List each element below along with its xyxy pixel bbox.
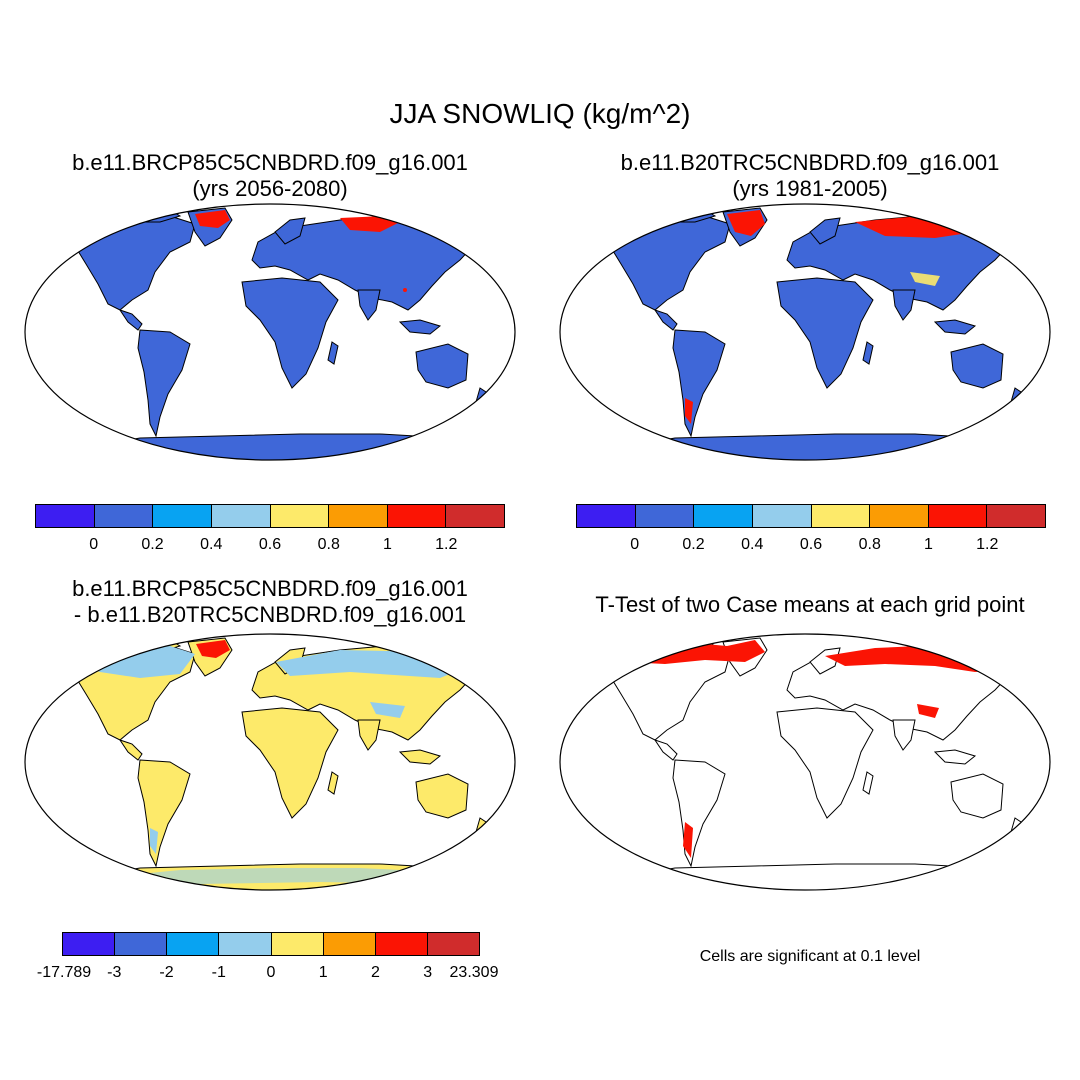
colorbar-tick: -2 — [159, 964, 174, 981]
colorbar-tick: 1 — [383, 536, 392, 553]
colorbar-tick: 0 — [630, 536, 640, 553]
significance-note: Cells are significant at 0.1 level — [699, 948, 921, 965]
colorbar-tick: 0.2 — [141, 536, 164, 553]
top-left-title: b.e11.BRCP85C5CNBDRD.f09_g16.001 (yrs 20… — [20, 150, 520, 202]
colorbar-tick: -17.789 — [36, 964, 92, 981]
colorbar-swatch — [987, 505, 1045, 527]
colorbar-tick: 0.4 — [741, 536, 764, 553]
colorbar-swatch — [928, 505, 988, 527]
map-top-left — [24, 203, 516, 461]
colorbar-swatch — [375, 933, 428, 955]
colorbar-swatch — [811, 505, 871, 527]
map-bottom-left — [24, 633, 516, 891]
bottom-left-title-line2: - b.e11.B20TRC5CNBDRD.f09_g16.001 — [73, 602, 467, 627]
colorbar-tick: 1.2 — [435, 536, 458, 553]
colorbar-tick: 0.4 — [200, 536, 223, 553]
top-right-title-line1: b.e11.B20TRC5CNBDRD.f09_g16.001 — [620, 150, 1000, 175]
colorbar-tick: 1 — [924, 536, 933, 553]
colorbar-tick: -1 — [211, 964, 226, 981]
top-left-title-line1: b.e11.BRCP85C5CNBDRD.f09_g16.001 — [72, 150, 468, 175]
colorbar-swatch — [270, 505, 330, 527]
bottom-right-title-line1: T-Test of two Case means at each grid po… — [595, 592, 1025, 617]
colorbar-swatch — [271, 933, 324, 955]
colorbar-swatch — [167, 933, 220, 955]
map-top-right — [559, 203, 1051, 461]
bottom-right-title: T-Test of two Case means at each grid po… — [560, 592, 1060, 618]
top-right-title-line2: (yrs 1981-2005) — [732, 176, 888, 201]
colorbar-tick: 0.6 — [799, 536, 823, 553]
colorbar-swatch — [427, 933, 479, 955]
colorbar-tick: 3 — [423, 964, 433, 981]
top-left-title-line2: (yrs 2056-2080) — [192, 176, 348, 201]
colorbar-tick: 0 — [266, 964, 276, 981]
colorbar-tick: 0 — [89, 536, 99, 553]
colorbar-tick: -3 — [107, 964, 122, 981]
colorbar-ticks-bottom-left: -17.789 -3 -2 -1 0 1 2 3 23.309 — [37, 964, 499, 984]
colorbar-tick: 1.2 — [976, 536, 999, 553]
colorbar-top-left — [35, 504, 505, 528]
colorbar-top-right — [576, 504, 1046, 528]
bottom-left-title-line1: b.e11.BRCP85C5CNBDRD.f09_g16.001 — [72, 576, 468, 601]
colorbar-swatch — [153, 505, 212, 527]
colorbar-tick: 2 — [371, 964, 380, 981]
colorbar-swatch — [211, 505, 271, 527]
colorbar-ticks-top-right: 0 0.2 0.4 0.6 0.8 1 1.2 — [576, 536, 1046, 556]
colorbar-tick: 0.2 — [682, 536, 705, 553]
top-right-title: b.e11.B20TRC5CNBDRD.f09_g16.001 (yrs 198… — [560, 150, 1060, 202]
colorbar-tick: 23.309 — [449, 964, 499, 981]
colorbar-swatch — [635, 505, 695, 527]
colorbar-swatch — [323, 933, 376, 955]
colorbar-swatch — [694, 505, 753, 527]
colorbar-swatch — [446, 505, 504, 527]
colorbar-swatch — [329, 505, 388, 527]
colorbar-swatch — [387, 505, 447, 527]
colorbar-swatch — [752, 505, 812, 527]
colorbar-swatch — [94, 505, 154, 527]
colorbar-tick: 0.6 — [258, 536, 282, 553]
bottom-left-title: b.e11.BRCP85C5CNBDRD.f09_g16.001 - b.e11… — [20, 576, 520, 628]
colorbar-swatch — [63, 933, 116, 955]
colorbar-tick: 0.8 — [317, 536, 340, 553]
colorbar-tick: 0.8 — [858, 536, 881, 553]
colorbar-swatch — [115, 933, 168, 955]
figure-title: JJA SNOWLIQ (kg/m^2) — [389, 98, 691, 129]
colorbar-swatch — [219, 933, 272, 955]
colorbar-swatch — [870, 505, 929, 527]
colorbar-swatch — [577, 505, 636, 527]
colorbar-tick: 1 — [318, 964, 328, 981]
colorbar-ticks-top-left: 0 0.2 0.4 0.6 0.8 1 1.2 — [35, 536, 505, 556]
colorbar-swatch — [36, 505, 95, 527]
colorbar-bottom-left — [62, 932, 480, 956]
map-bottom-right — [559, 633, 1051, 891]
